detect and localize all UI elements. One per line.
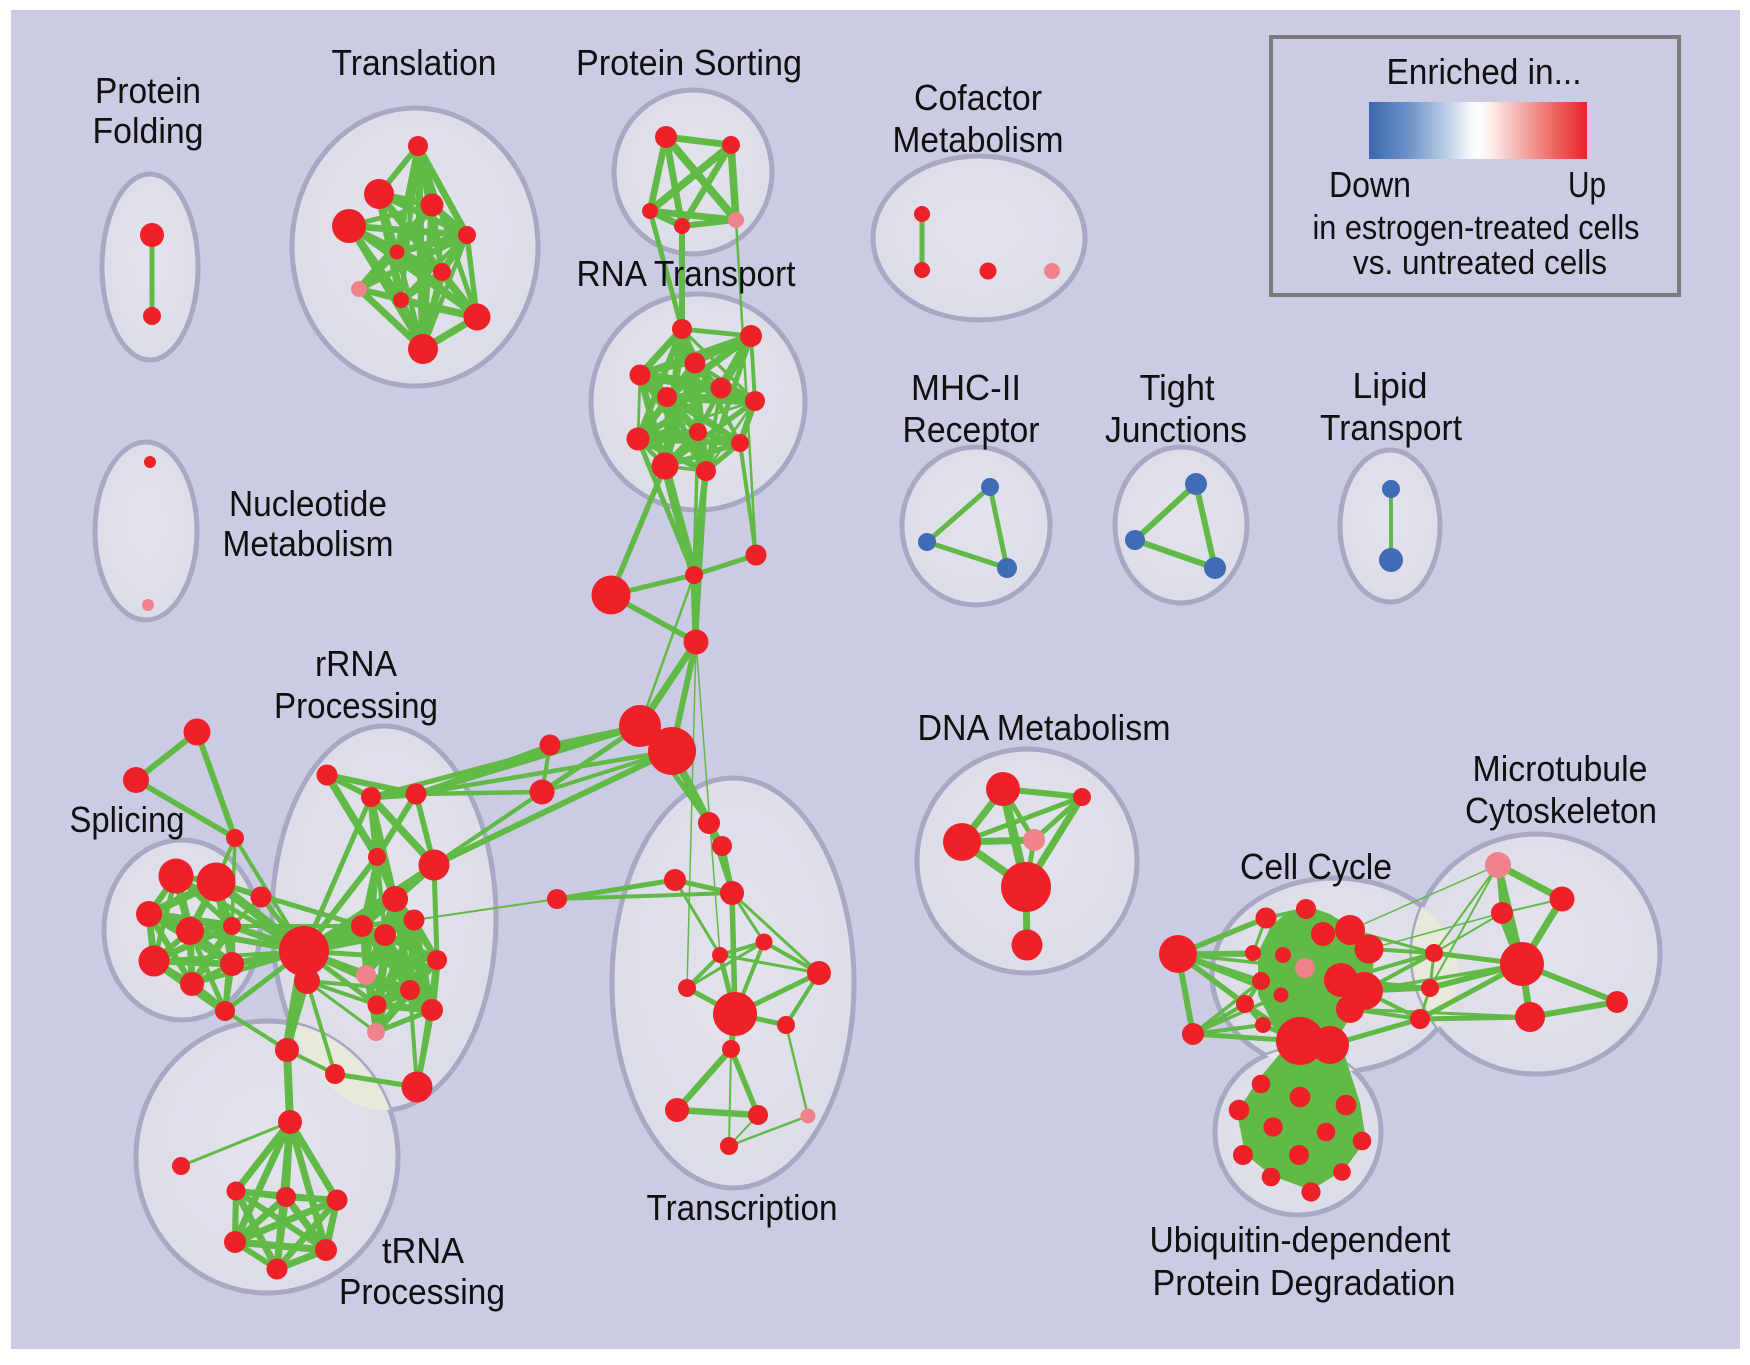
svg-text:Down: Down — [1329, 164, 1411, 205]
svg-text:Enriched in...: Enriched in... — [1387, 51, 1582, 92]
svg-text:Cell Cycle: Cell Cycle — [1240, 846, 1392, 887]
svg-text:RNA Transport: RNA Transport — [577, 253, 796, 294]
svg-text:Folding: Folding — [93, 110, 204, 151]
svg-text:Lipid: Lipid — [1353, 365, 1428, 406]
svg-text:Microtubule: Microtubule — [1473, 748, 1648, 789]
svg-text:DNA Metabolism: DNA Metabolism — [918, 707, 1171, 748]
svg-text:Metabolism: Metabolism — [223, 523, 394, 564]
svg-text:rRNA: rRNA — [315, 643, 397, 684]
svg-text:Processing: Processing — [274, 685, 438, 726]
svg-text:Protein Degradation: Protein Degradation — [1153, 1262, 1456, 1303]
svg-text:Metabolism: Metabolism — [893, 119, 1064, 160]
svg-text:Protein: Protein — [95, 70, 201, 111]
svg-text:Up: Up — [1568, 164, 1606, 205]
svg-text:Junctions: Junctions — [1105, 409, 1247, 450]
svg-text:in estrogen-treated cells: in estrogen-treated cells — [1313, 209, 1640, 247]
svg-text:Receptor: Receptor — [903, 409, 1040, 450]
svg-text:tRNA: tRNA — [382, 1230, 464, 1271]
svg-text:Splicing: Splicing — [70, 799, 185, 840]
svg-text:Processing: Processing — [339, 1271, 505, 1312]
svg-text:Cytoskeleton: Cytoskeleton — [1465, 790, 1657, 831]
svg-text:Protein Sorting: Protein Sorting — [576, 42, 802, 83]
svg-text:Nucleotide: Nucleotide — [229, 483, 387, 524]
svg-text:Cofactor: Cofactor — [914, 77, 1042, 118]
svg-text:Ubiquitin-dependent: Ubiquitin-dependent — [1150, 1219, 1451, 1260]
svg-text:MHC-II: MHC-II — [911, 367, 1021, 408]
svg-text:Translation: Translation — [332, 42, 497, 83]
svg-text:Transcription: Transcription — [647, 1187, 838, 1228]
svg-text:vs. untreated cells: vs. untreated cells — [1353, 244, 1607, 282]
svg-text:Transport: Transport — [1320, 407, 1462, 448]
svg-text:Tight: Tight — [1140, 367, 1215, 408]
